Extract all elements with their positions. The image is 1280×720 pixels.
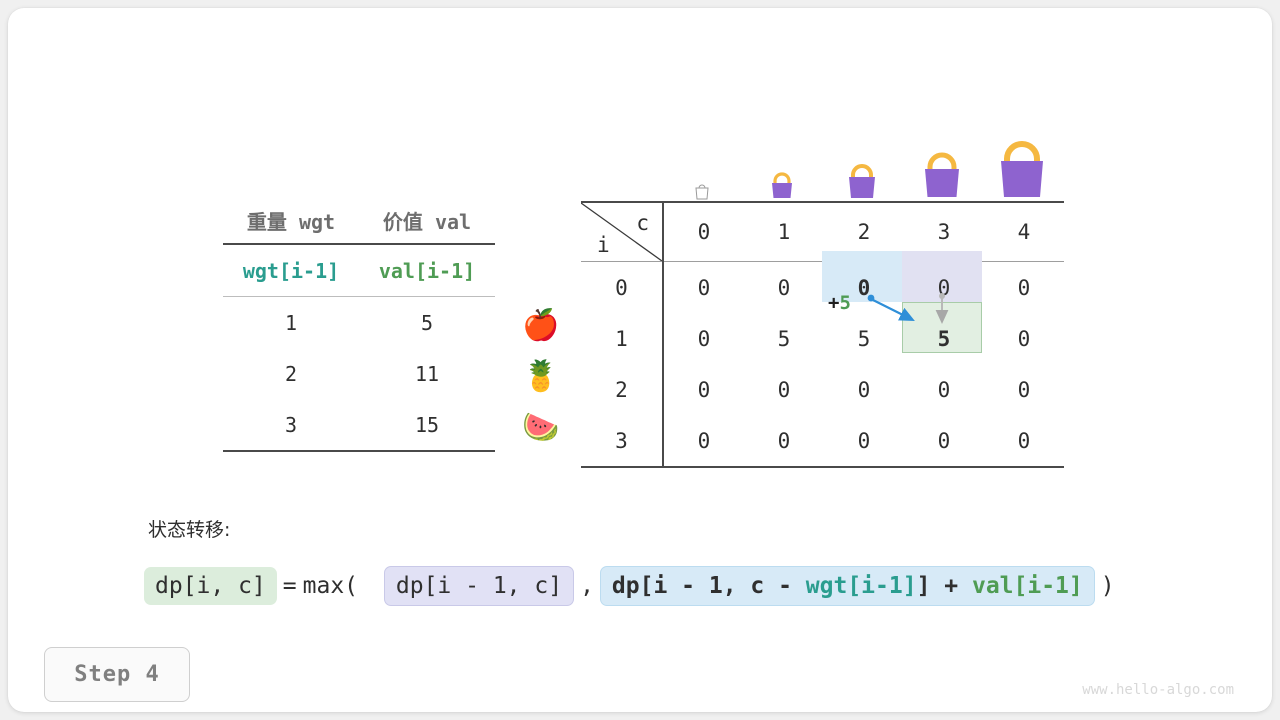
items-table-subheader-row: wgt[i-1] val[i-1] — [223, 245, 495, 296]
bag-icon-1 — [742, 133, 822, 201]
dp-cell: 0 — [777, 428, 791, 453]
item-value: 11 — [414, 361, 440, 386]
dp-cell: 0 — [697, 428, 711, 453]
dp-cell: 0 — [663, 261, 744, 313]
dp-row: 1 0 5 5 5 0 — [581, 313, 1064, 364]
item-weight: 1 — [284, 310, 298, 335]
items-table-row: 1 5 — [223, 297, 495, 348]
dp-cell: 5 — [777, 326, 791, 351]
dp-cell: 0 — [937, 428, 951, 453]
bag-icon-3 — [902, 133, 982, 201]
items-subheader-wgt: wgt[i-1] — [242, 258, 340, 283]
items-header-weight: 重量 wgt — [246, 210, 336, 234]
dp-cell: 0 — [697, 377, 711, 402]
dp-cell: 0 — [1017, 377, 1031, 402]
items-table-header-row: 重量 wgt 价值 val — [223, 198, 495, 243]
dp-cell: 0 — [1017, 326, 1031, 351]
dp-header-row: c i 0 1 2 3 4 — [581, 201, 1064, 262]
dp-row-header: 1 — [581, 313, 664, 364]
bag-icon-0 — [662, 133, 742, 201]
bag-icon — [925, 152, 959, 197]
dp-cell: 0 — [697, 326, 711, 351]
dp-cell: 0 — [777, 377, 791, 402]
formula-take-prefix: dp[i - 1, c - — [611, 573, 806, 599]
state-transition-formula: dp[i, c] = max( dp[i - 1, c] , dp[i - 1,… — [144, 566, 1121, 606]
bag-icon-2 — [822, 133, 902, 201]
dp-row: 3 0 0 0 0 0 — [581, 415, 1064, 467]
dp-col-header: 1 — [744, 201, 824, 262]
items-header-value: 价值 val — [382, 210, 472, 234]
gain-prefix: + — [828, 292, 840, 314]
dp-row-header: 3 — [581, 415, 664, 467]
formula-equals: = — [282, 573, 297, 599]
dp-axis-corner: c i — [581, 201, 664, 262]
fruit-icon-column: 🍎 🍍 🍉 — [508, 300, 574, 453]
pineapple-icon: 🍍 — [522, 358, 560, 394]
dp-cell: 0 — [1017, 428, 1031, 453]
dp-cell: 0 — [904, 261, 984, 313]
formula-option-skip: dp[i - 1, c] — [383, 566, 575, 606]
bag-icon-4 — [982, 133, 1062, 201]
formula-max-open: max( — [302, 573, 359, 599]
bag-icon — [849, 164, 875, 198]
dp-col-header: 0 — [663, 201, 744, 262]
apple-icon: 🍎 — [522, 307, 560, 343]
formula-close-paren: ) — [1100, 573, 1115, 599]
dp-row-header: 0 — [581, 261, 664, 313]
dp-cell: 0 — [857, 377, 871, 402]
formula-comma: , — [580, 573, 594, 599]
gain-annotation: +5 — [828, 292, 851, 314]
watermelon-icon: 🍉 — [522, 409, 560, 445]
dp-cell: 5 — [937, 326, 951, 351]
item-weight: 3 — [284, 412, 298, 437]
bag-capacity-row — [581, 133, 1062, 201]
formula-take-wgt: wgt[i-1] — [805, 573, 917, 599]
items-rule-bottom — [223, 450, 495, 452]
content-card: 重量 wgt 价值 val wgt[i-1] val[i-1] 1 5 2 11… — [8, 8, 1272, 712]
state-transition-label: 状态转移: — [148, 519, 231, 541]
items-rule-mid — [223, 296, 495, 297]
watermark: www.hello-algo.com — [1082, 682, 1234, 698]
dp-cell: 0 — [937, 377, 951, 402]
dp-cell: 0 — [824, 261, 904, 313]
formula-option-take: dp[i - 1, c - wgt[i-1]] + val[i-1] — [599, 566, 1095, 606]
dp-axis-label-i: i — [597, 233, 610, 257]
dp-cell: 0 — [984, 261, 1064, 313]
bag-icon — [1001, 141, 1043, 197]
item-value: 5 — [420, 310, 434, 335]
dp-col-header: 4 — [984, 201, 1064, 262]
diagonal-divider-icon — [581, 203, 662, 261]
items-rule-top — [223, 243, 495, 245]
dp-col-header: 2 — [824, 201, 904, 262]
formula-take-mid: ] + — [916, 573, 972, 599]
step-badge: Step 4 — [44, 647, 190, 702]
bag-icon — [695, 184, 709, 200]
bag-icon — [772, 172, 792, 198]
dp-row-header: 2 — [581, 364, 664, 415]
dp-cell: 0 — [857, 428, 871, 453]
dp-table: c i 0 1 2 3 4 0 0 0 0 0 0 — [581, 201, 1064, 468]
dp-row: 0 0 0 0 0 0 — [581, 261, 1064, 313]
gain-value: 5 — [839, 292, 851, 314]
dp-table-wrapper: c i 0 1 2 3 4 0 0 0 0 0 0 — [581, 133, 1064, 468]
item-value: 15 — [414, 412, 440, 437]
items-subheader-val: val[i-1] — [378, 258, 476, 283]
items-table-row: 2 11 — [223, 348, 495, 399]
items-table-row: 3 15 — [223, 399, 495, 450]
formula-take-val: val[i-1] — [971, 573, 1083, 599]
items-table: 重量 wgt 价值 val wgt[i-1] val[i-1] 1 5 2 11… — [223, 198, 495, 452]
formula-target: dp[i, c] — [144, 567, 277, 605]
dp-row: 2 0 0 0 0 0 — [581, 364, 1064, 415]
item-weight: 2 — [284, 361, 298, 386]
dp-cell: 5 — [857, 326, 871, 351]
dp-axis-label-c: c — [636, 211, 649, 235]
dp-col-header: 3 — [904, 201, 984, 262]
dp-cell: 0 — [744, 261, 824, 313]
